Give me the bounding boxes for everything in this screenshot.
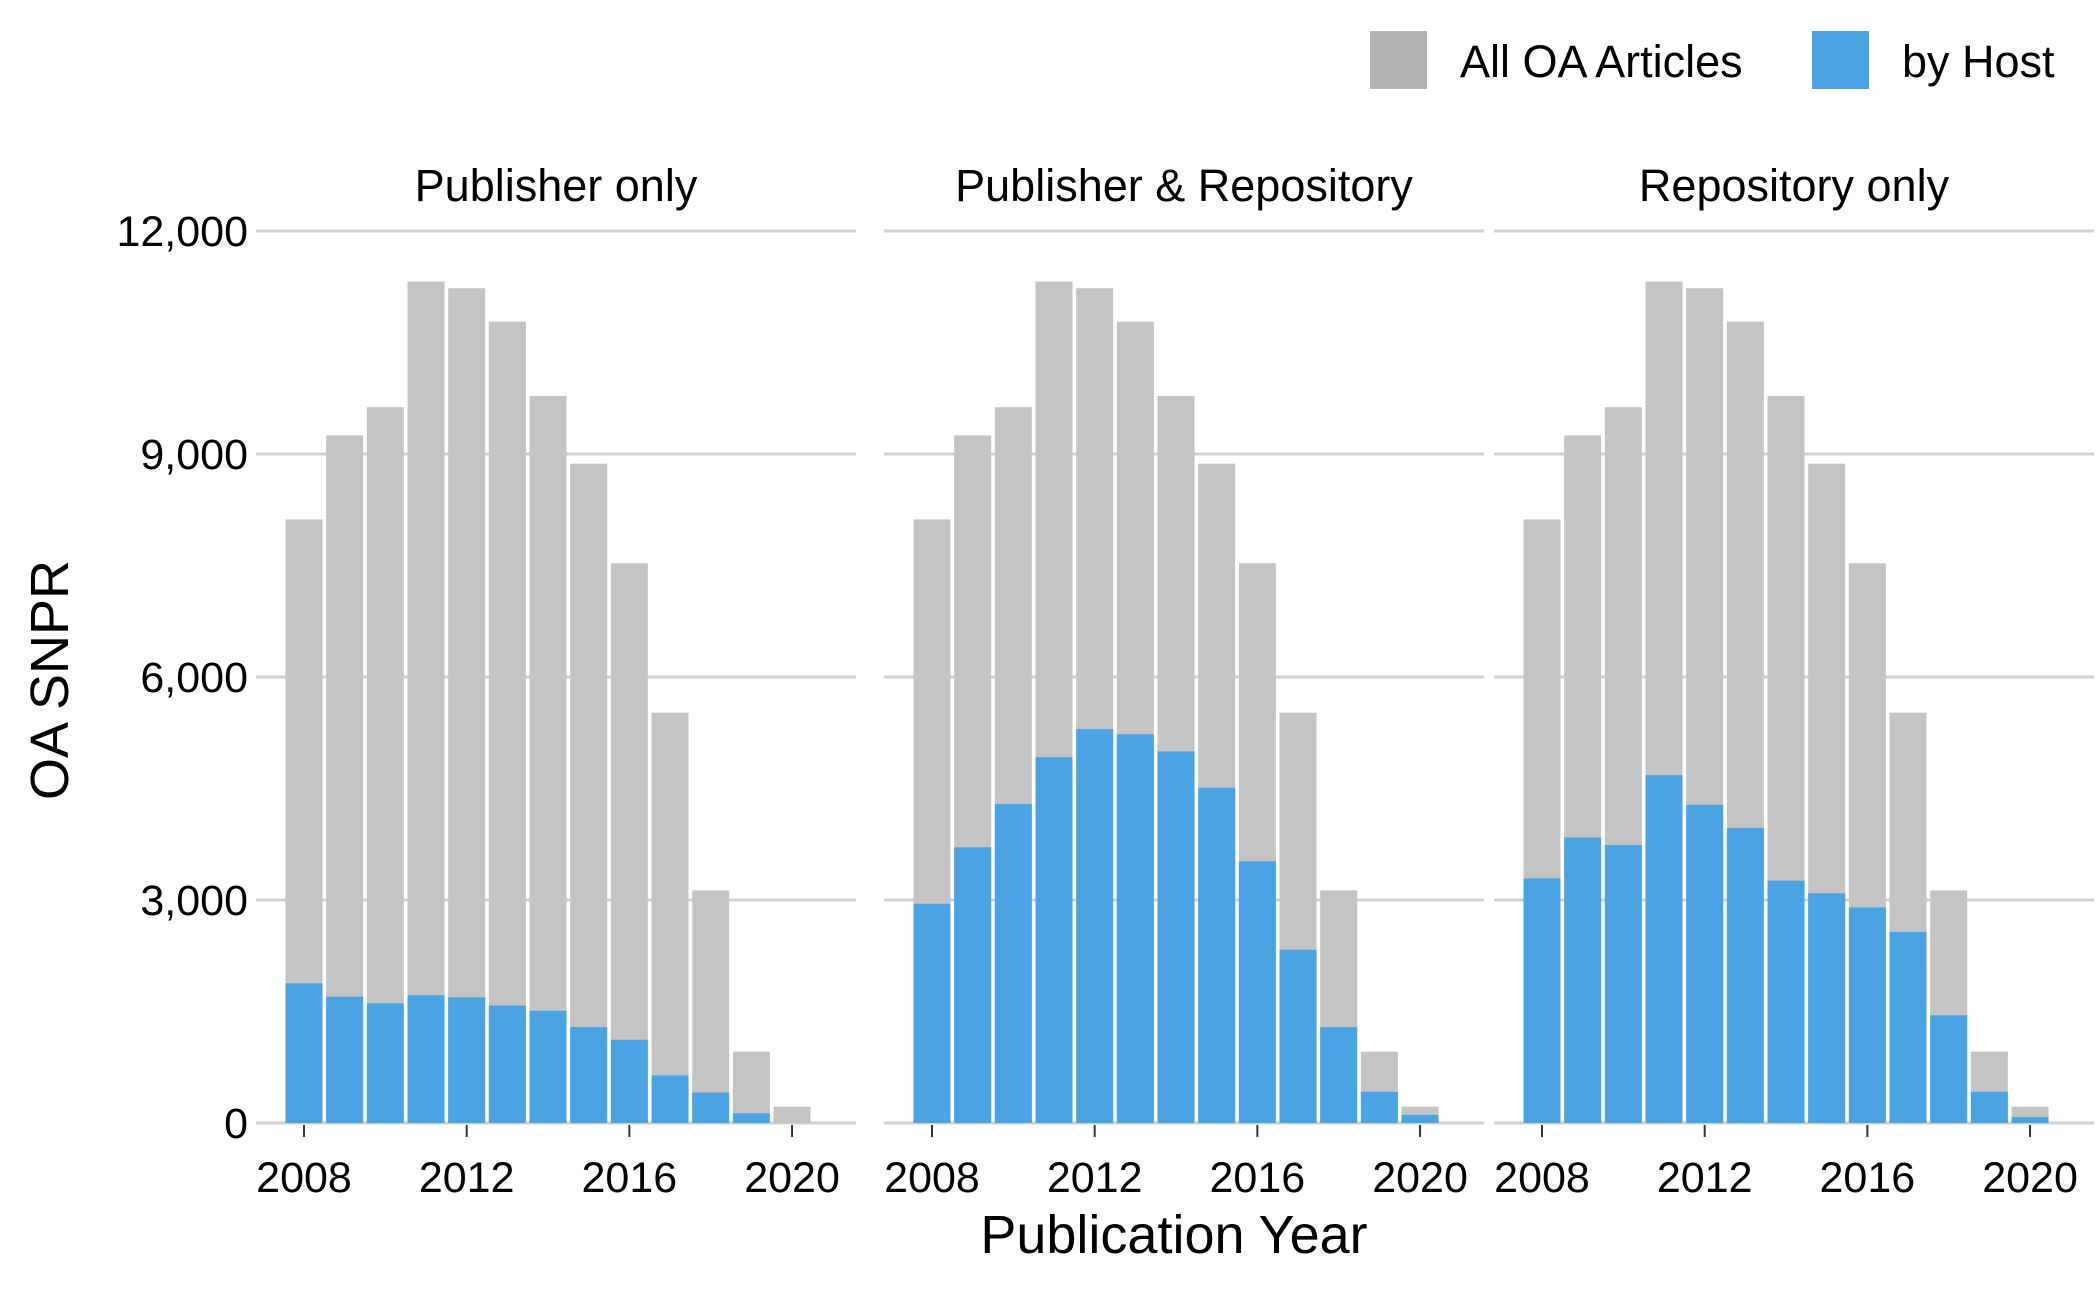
x-tick-label: 2016 [1820,1154,1916,1202]
bar-by-host [1280,950,1317,1123]
bar-by-host [1239,861,1276,1123]
y-tick-label: 12,000 [116,208,248,256]
bar-by-host [448,997,485,1123]
bar-by-host [733,1113,770,1123]
bar-by-host [1605,845,1642,1123]
y-axis: 0 3,000 6,000 9,000 12,000 [116,208,248,1148]
bar-all-oa [692,890,729,1123]
bar-by-host [286,983,323,1123]
bar-all-oa [570,464,607,1123]
panels: Publisher only2008201220162020Publisher … [256,160,2094,1202]
bar-by-host [326,997,363,1123]
bar-by-host [570,1027,607,1123]
bar-by-host [1198,788,1235,1123]
x-tick-label: 2008 [256,1154,352,1202]
bar-by-host [1768,881,1805,1123]
bar-by-host [1402,1115,1439,1123]
x-tick-label: 2012 [1047,1154,1143,1202]
panel: Publisher only 2008 2012 2016 2020 [256,160,856,1202]
x-tick-label: 2008 [1494,1154,1590,1202]
legend-swatch-by-host [1812,31,1869,89]
bar-by-host [611,1040,648,1123]
bar-all-oa [611,563,648,1123]
bar-by-host [367,1003,404,1123]
panel: Repository only 2008 2012 2016 2020 [1494,160,2094,1202]
bar-by-host [1849,907,1886,1123]
legend-label-by-host: by Host [1902,36,2055,87]
y-tick-label: 6,000 [140,654,248,702]
bar-by-host [1564,838,1601,1123]
legend-swatch-all-oa [1370,31,1427,89]
bar-by-host [1808,893,1845,1123]
x-tick-label: 2016 [1210,1154,1306,1202]
bar-by-host [1076,729,1113,1123]
bar-by-host [1930,1015,1967,1123]
bar-by-host [489,1006,526,1123]
x-tick-label: 2020 [1372,1154,1468,1202]
panel-title: Publisher only [415,160,698,211]
legend: All OA Articles by Host [1370,31,2055,89]
bar-by-host [954,847,991,1123]
bar-by-host [2012,1117,2049,1123]
x-tick-label: 2012 [1657,1154,1753,1202]
bar-by-host [1524,878,1561,1123]
panel: Publisher & Repository 2008 2012 2016 2020 [884,160,1484,1202]
y-tick-label: 0 [224,1100,248,1148]
bar-by-host [530,1011,567,1123]
x-axis-title: Publication Year [980,1205,1367,1265]
x-tick-label: 2008 [884,1154,980,1202]
bar-all-oa [774,1107,811,1123]
y-tick-label: 3,000 [140,877,248,925]
x-tick-label: 2020 [744,1154,840,1202]
bar-by-host [1890,932,1927,1123]
bar-all-oa [733,1052,770,1123]
y-tick-label: 9,000 [140,431,248,479]
y-axis-title: OA SNPR [20,560,80,800]
bar-by-host [408,995,445,1123]
bar-by-host [1320,1027,1357,1123]
panel-title: Publisher & Repository [955,160,1413,211]
legend-label-all-oa: All OA Articles [1460,36,1743,87]
bar-by-host [1686,805,1723,1123]
x-tick-label: 2016 [582,1154,678,1202]
bar-by-host [1971,1092,2008,1123]
bar-by-host [1117,734,1154,1123]
bar-all-oa [652,713,689,1123]
bar-by-host [995,804,1032,1123]
bar-by-host [1646,775,1683,1123]
bar-by-host [1727,828,1764,1123]
panel-title: Repository only [1639,160,1950,211]
x-tick-label: 2020 [1982,1154,2078,1202]
bar-by-host [914,904,951,1123]
x-tick-label: 2012 [419,1154,515,1202]
bar-by-host [1036,757,1073,1123]
bar-by-host [1361,1092,1398,1123]
bar-all-oa [489,322,526,1123]
bar-by-host [692,1093,729,1123]
bar-by-host [1158,751,1195,1123]
bar-by-host [652,1075,689,1123]
